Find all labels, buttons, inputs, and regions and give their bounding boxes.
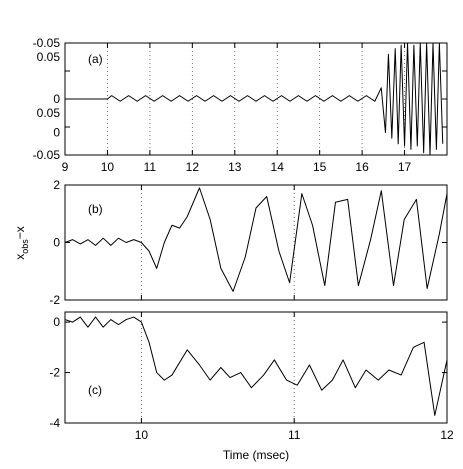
y-axis-title-tail: −x bbox=[13, 226, 27, 239]
panel-a-xtick-label-7: 16 bbox=[355, 160, 369, 174]
panel-a-ytick-label-2: 0 bbox=[53, 92, 60, 106]
panel-c-xtick-label-0: 10 bbox=[135, 428, 149, 442]
panel-c-xtick-label-1: 11 bbox=[288, 428, 301, 442]
panel-c-series-line bbox=[64, 316, 448, 416]
panel-b-label: (b) bbox=[88, 202, 103, 216]
panel-a-ytick-label-5: -0.05 bbox=[33, 148, 61, 162]
panel-b-ytick-label-0: 2 bbox=[53, 178, 60, 192]
panel-c-ytick-label-0: 0 bbox=[53, 315, 60, 329]
panel-b: 2 0 -2 (b) bbox=[49, 178, 448, 307]
panel-c-ytick-label-1: -2 bbox=[49, 366, 60, 380]
panel-a-series-line bbox=[65, 42, 444, 156]
panel-a-label: (a) bbox=[88, 52, 103, 66]
panel-a-ytick-label-1: 0.05 bbox=[37, 50, 61, 64]
panel-a-xtick-label-3: 12 bbox=[186, 160, 200, 174]
panel-a-xtick-label-1: 10 bbox=[101, 160, 115, 174]
panel-b-ytick-label-1: 0 bbox=[53, 236, 60, 250]
panel-c-label: (c) bbox=[88, 383, 102, 397]
panel-a-frame bbox=[64, 42, 448, 156]
y-axis-title-main: x bbox=[13, 254, 27, 260]
panel-b-frame bbox=[64, 184, 448, 301]
panel-c-frame bbox=[64, 311, 448, 424]
panel-a-ytick-label-3: 0.05 bbox=[37, 106, 61, 120]
panel-a-xtick-label-8: 17 bbox=[398, 160, 412, 174]
panel-b-series-line bbox=[64, 187, 448, 292]
x-axis-title: Time (msec) bbox=[223, 448, 289, 462]
panel-c-xtick-label-2: 12 bbox=[440, 428, 454, 442]
panel-a-ytick-label-4: 0 bbox=[53, 126, 60, 140]
panel-a-xtick-label-5: 14 bbox=[271, 160, 285, 174]
panel-c-ytick-label-2: -4 bbox=[49, 416, 60, 430]
y-axis-title: xobs−x bbox=[13, 226, 30, 260]
y-axis-title-subscript: obs bbox=[20, 239, 30, 254]
panel-a-ytick-label-0: -0.05 bbox=[33, 36, 61, 50]
panel-a-xtick-label-0: 9 bbox=[62, 160, 69, 174]
panel-a-xtick-label-2: 11 bbox=[144, 160, 157, 174]
panel-c: 0 -2 -4 10 11 12 (c) bbox=[49, 311, 454, 442]
panel-a-xtick-label-4: 13 bbox=[228, 160, 242, 174]
panel-a-xtick-label-6: 15 bbox=[313, 160, 327, 174]
panel-b-ytick-label-2: -2 bbox=[49, 293, 60, 307]
